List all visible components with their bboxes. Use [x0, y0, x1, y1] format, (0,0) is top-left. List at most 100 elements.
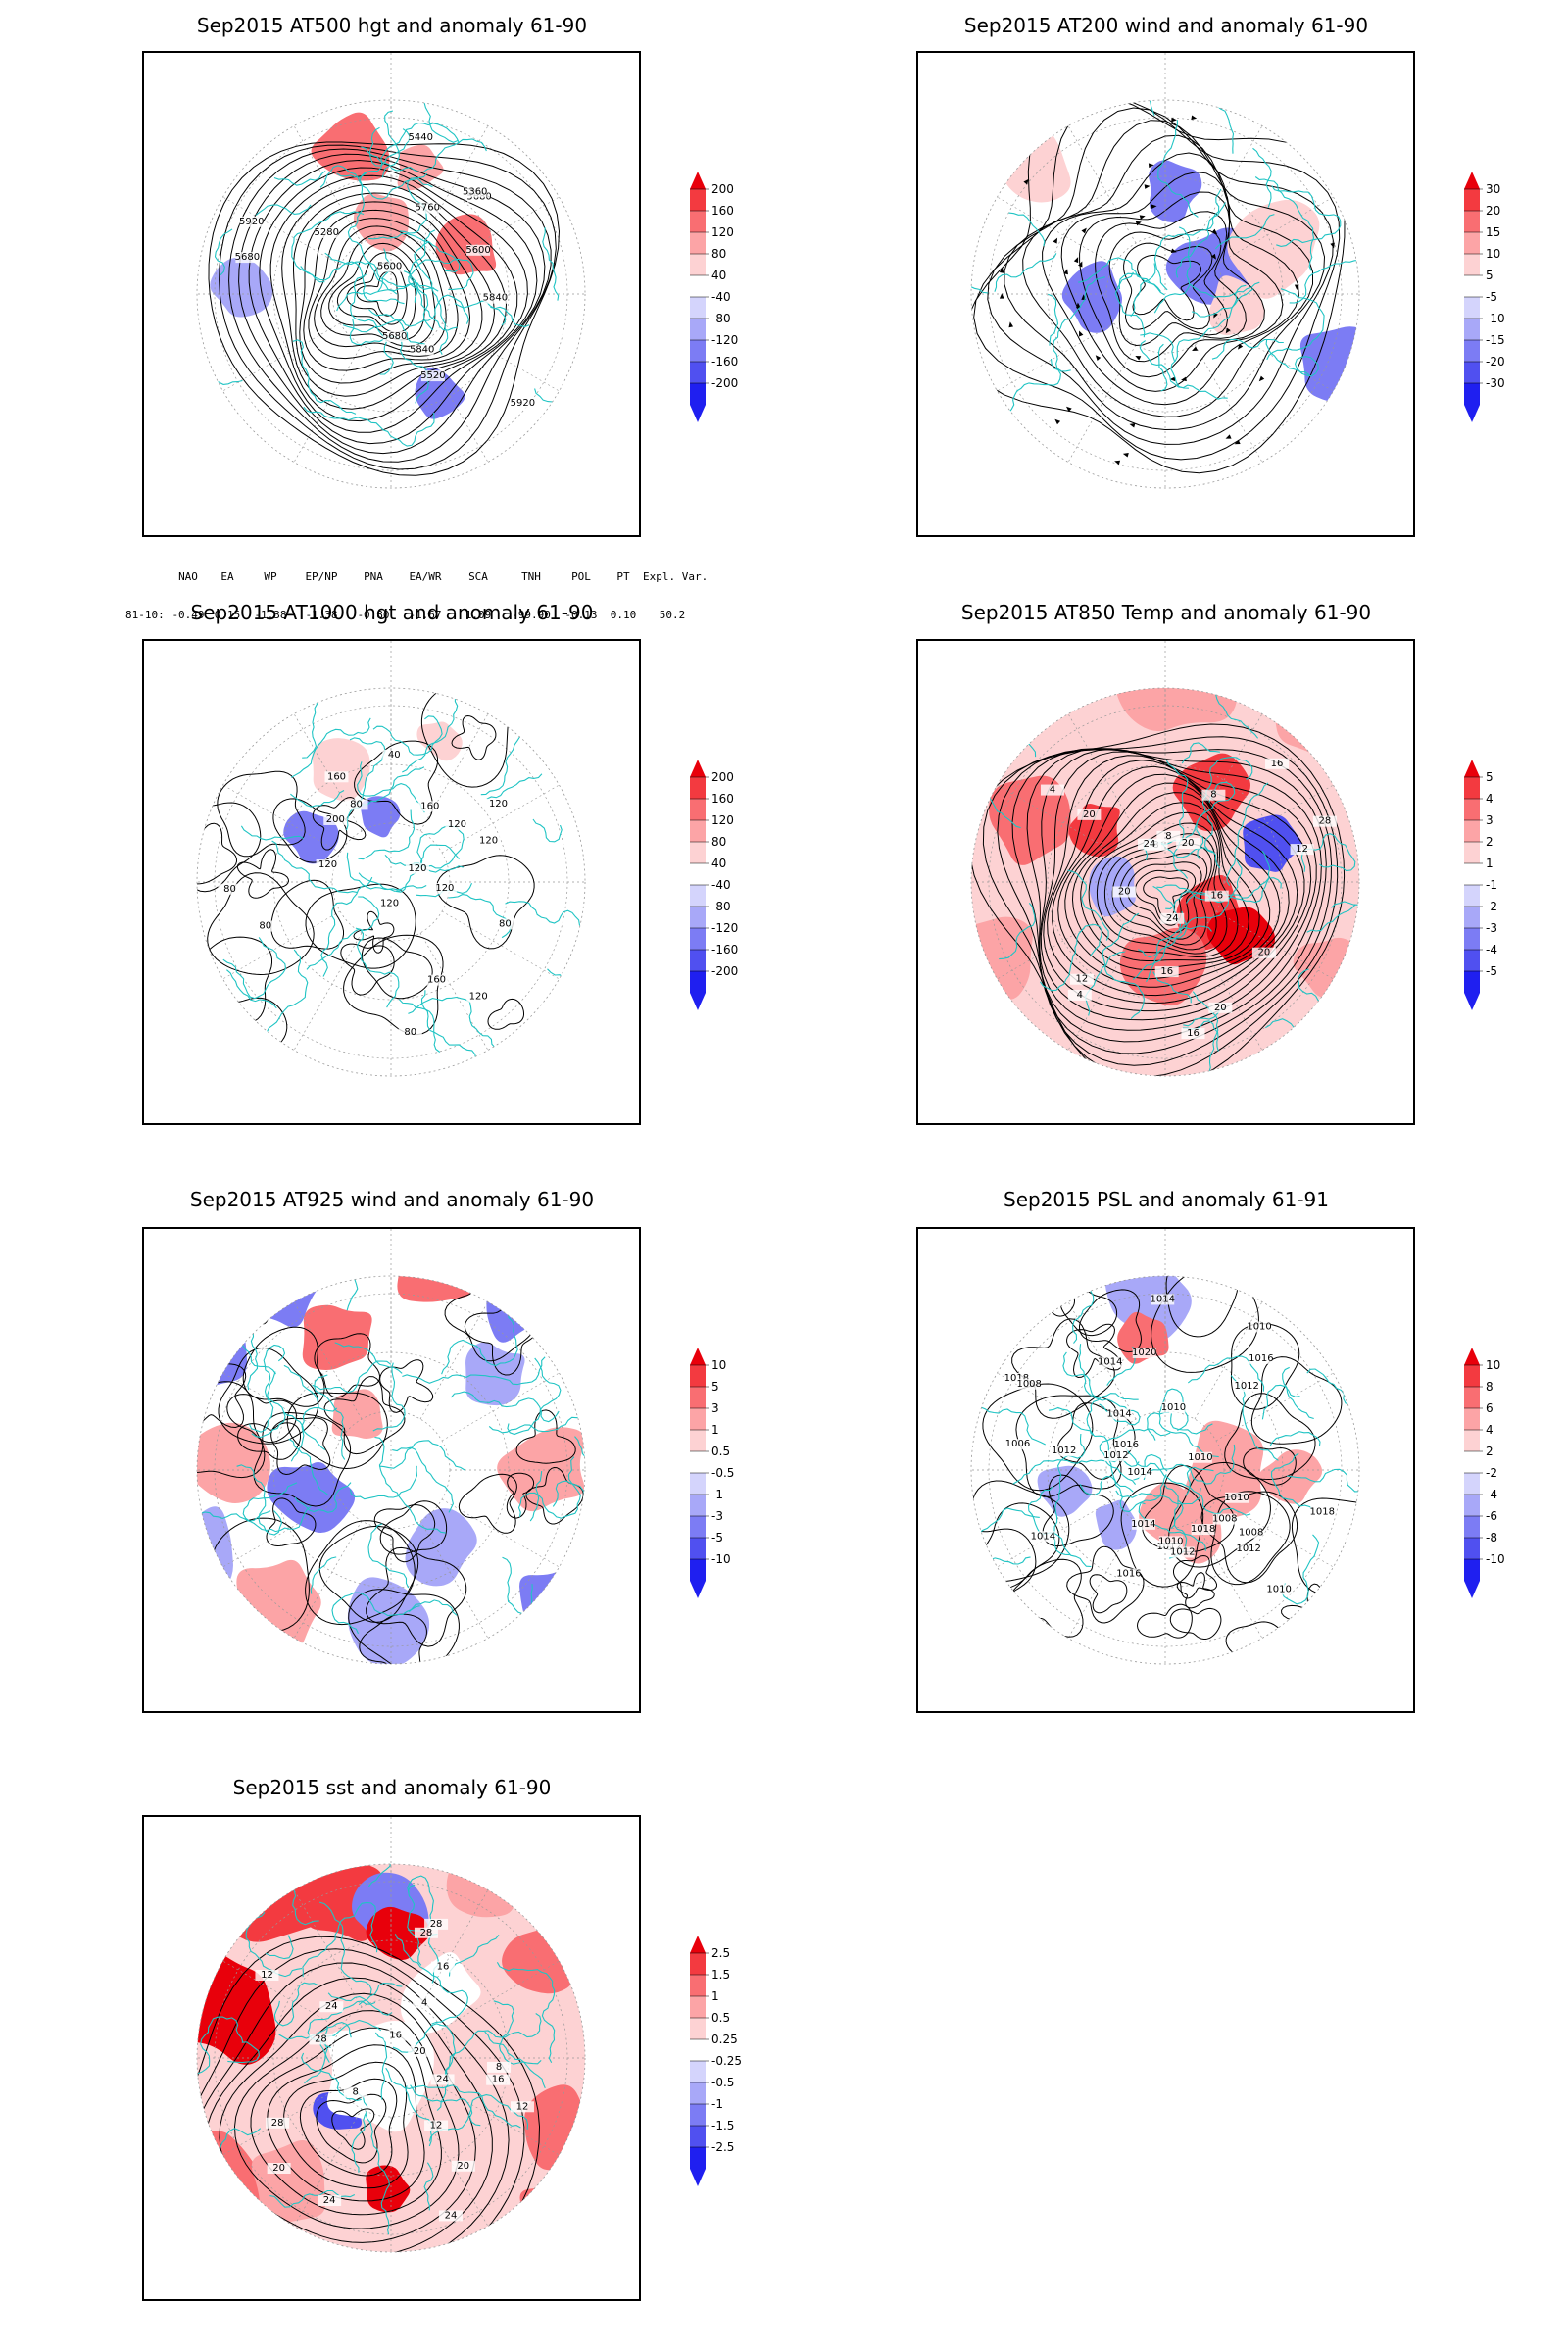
- colorbar-bottom-arrow: [1464, 405, 1480, 422]
- contour-line: [331, 2108, 375, 2150]
- contour-line: [525, 1466, 584, 1525]
- coastline: [450, 1391, 560, 1423]
- coastline: [302, 1901, 378, 1978]
- coastline: [1226, 782, 1269, 886]
- colorbar-label: -80: [711, 900, 731, 913]
- coastline: [1067, 869, 1109, 941]
- contour-label-bg: [1310, 1506, 1335, 1518]
- stream-arrow: [1095, 355, 1102, 361]
- coastline: [372, 715, 443, 756]
- contour-line: [1165, 1276, 1239, 1338]
- coastline: [1053, 276, 1105, 372]
- coastline: [402, 1356, 546, 1386]
- coastline: [971, 1556, 1031, 1611]
- meridian-gridline: [419, 1520, 489, 1639]
- colorbar-label: 10: [1486, 1358, 1500, 1372]
- contour-line: [1210, 1491, 1291, 1586]
- coastline: [197, 2016, 244, 2076]
- contour-label: 160: [427, 975, 446, 986]
- colorbar-label: -40: [711, 878, 731, 892]
- meridian-gridline: [293, 125, 363, 244]
- colorbar-segment: [1464, 297, 1480, 318]
- contour-line: [218, 1347, 319, 1445]
- stream-arrow: [1114, 460, 1121, 466]
- map-boundary: [970, 99, 1360, 489]
- coastline: [1286, 1468, 1359, 1509]
- anomaly-shade: [210, 257, 273, 318]
- stream-arrow: [1191, 115, 1198, 121]
- contour-line: [197, 822, 238, 885]
- coastline: [319, 2019, 382, 2063]
- coastline: [318, 1901, 372, 1994]
- contour-line: [373, 1503, 436, 1563]
- colorbar-label: 40: [711, 857, 726, 870]
- contour-line: [1059, 1287, 1118, 1337]
- coastline: [532, 818, 563, 843]
- colorbar-label: -160: [711, 943, 738, 956]
- colorbar-label: -4: [1486, 943, 1497, 956]
- contour-label-bg: [1077, 808, 1102, 820]
- contour-line: [316, 2093, 387, 2164]
- contour-line: [356, 270, 399, 317]
- anomaly-shade: [1061, 261, 1123, 333]
- anomaly-shade: [1104, 1276, 1192, 1342]
- colorbar-top-arrow: [690, 760, 706, 777]
- teleconnection-header: EA: [220, 570, 234, 583]
- contour-label-bg: [414, 1927, 438, 1938]
- colorbar-segment: [1464, 1387, 1480, 1408]
- colorbar-segment: [690, 211, 706, 232]
- contour-label-bg: [1312, 815, 1337, 827]
- contour-label-bg: [323, 813, 348, 825]
- contour-line: [228, 148, 552, 463]
- stream-arrow: [1237, 343, 1244, 350]
- contour-label-bg: [417, 801, 442, 812]
- coastline: [423, 2162, 434, 2211]
- contour-label: 12: [430, 2120, 443, 2131]
- anomaly-shade: [516, 2178, 585, 2252]
- map-content: 1010101010121014101610081018101410101016…: [971, 1276, 1359, 1664]
- contour-line: [197, 802, 262, 893]
- coastline: [1181, 742, 1220, 764]
- coastline: [399, 999, 441, 1053]
- coastline: [240, 825, 304, 841]
- contour-label: 1008: [1239, 1528, 1263, 1539]
- anomaly-shade: [251, 2140, 326, 2223]
- coastline: [290, 790, 345, 808]
- colorbar-label: -0.25: [711, 2054, 742, 2068]
- stream-arrow: [1171, 117, 1177, 122]
- colorbar-segment: [1464, 863, 1480, 885]
- coastline: [484, 2031, 546, 2089]
- coastline: [1078, 1344, 1141, 1426]
- panel-title: Sep2015 AT850 Temp and anomaly 61-90: [960, 601, 1372, 624]
- contour-label-bg: [424, 974, 449, 986]
- contour-line: [266, 1497, 317, 1547]
- contour-label: 1012: [1236, 1544, 1260, 1554]
- coastline: [1114, 271, 1146, 338]
- meridian-gridline: [222, 1960, 341, 2030]
- map-content: 5840568056005680536052805440552056005680…: [197, 100, 585, 488]
- teleconnection-value: 1.09: [465, 609, 492, 621]
- anomaly-shade: [197, 1506, 233, 1597]
- contour-line: [1064, 782, 1271, 980]
- contour-label-bg: [430, 2074, 455, 2085]
- coastline: [1271, 1452, 1314, 1510]
- teleconnection-header: PNA: [364, 570, 383, 583]
- stream-arrow: [1078, 261, 1083, 268]
- contour-label-bg: [1131, 1518, 1155, 1530]
- anomaly-shade: [1095, 1499, 1137, 1550]
- contour-line: [1011, 1318, 1115, 1419]
- contour-label: 1010: [1158, 1536, 1183, 1546]
- coastline: [507, 1357, 562, 1436]
- colorbar-label: 160: [711, 792, 734, 806]
- contour-line: [1225, 1621, 1287, 1664]
- contour-label: 5840: [410, 344, 434, 355]
- contour-label-bg: [1181, 1028, 1205, 1040]
- coastline: [999, 903, 1036, 960]
- colorbar: 200 160 120 80 40 -40 -80 -120 -160 -200: [686, 172, 745, 446]
- colorbar-label: 0.25: [711, 2033, 738, 2046]
- contour-label: 1010: [1188, 1452, 1212, 1463]
- contour-label-bg: [1067, 989, 1092, 1001]
- contour-label: 5440: [409, 132, 433, 143]
- anomaly-shade: [197, 1311, 248, 1392]
- colorbar-segment: [690, 2061, 706, 2082]
